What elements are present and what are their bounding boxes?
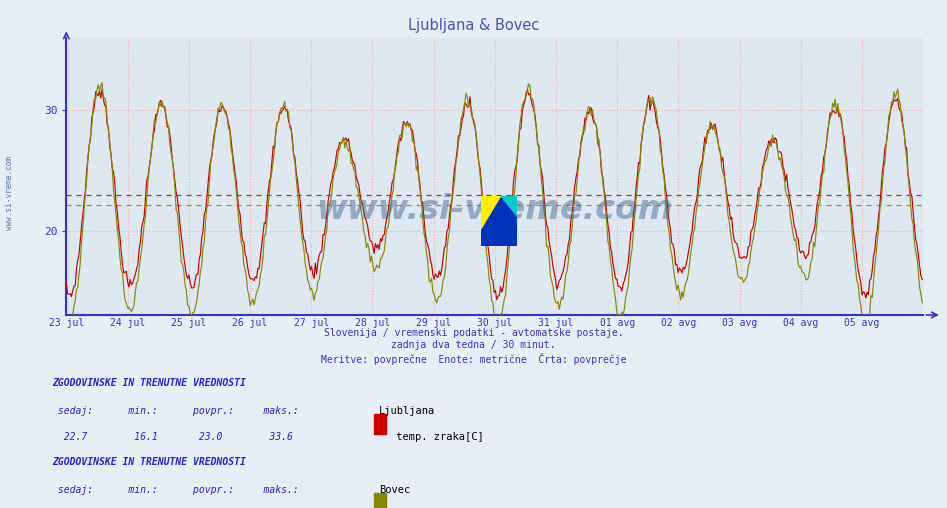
Text: 22.7        16.1       23.0        33.6: 22.7 16.1 23.0 33.6 — [52, 432, 293, 442]
Text: Slovenija / vremenski podatki - avtomatske postaje.: Slovenija / vremenski podatki - avtomats… — [324, 328, 623, 338]
Polygon shape — [481, 196, 517, 246]
Text: sedaj:      min.:      povpr.:     maks.:: sedaj: min.: povpr.: maks.: — [52, 406, 299, 417]
Polygon shape — [481, 196, 501, 229]
Text: Ljubljana & Bovec: Ljubljana & Bovec — [408, 18, 539, 33]
Text: Meritve: povprečne  Enote: metrične  Črta: povprečje: Meritve: povprečne Enote: metrične Črta:… — [321, 353, 626, 365]
Text: Ljubljana: Ljubljana — [379, 406, 435, 417]
Text: sedaj:      min.:      povpr.:     maks.:: sedaj: min.: povpr.: maks.: — [52, 485, 299, 495]
Text: ZGODOVINSKE IN TRENUTNE VREDNOSTI: ZGODOVINSKE IN TRENUTNE VREDNOSTI — [52, 378, 246, 389]
Text: www.si-vreme.com: www.si-vreme.com — [316, 193, 673, 226]
Text: Bovec: Bovec — [379, 485, 410, 495]
Text: zadnja dva tedna / 30 minut.: zadnja dva tedna / 30 minut. — [391, 340, 556, 351]
Polygon shape — [501, 196, 517, 216]
Text: temp. zraka[C]: temp. zraka[C] — [390, 432, 484, 442]
Text: www.si-vreme.com: www.si-vreme.com — [5, 156, 14, 230]
Text: ZGODOVINSKE IN TRENUTNE VREDNOSTI: ZGODOVINSKE IN TRENUTNE VREDNOSTI — [52, 457, 246, 467]
